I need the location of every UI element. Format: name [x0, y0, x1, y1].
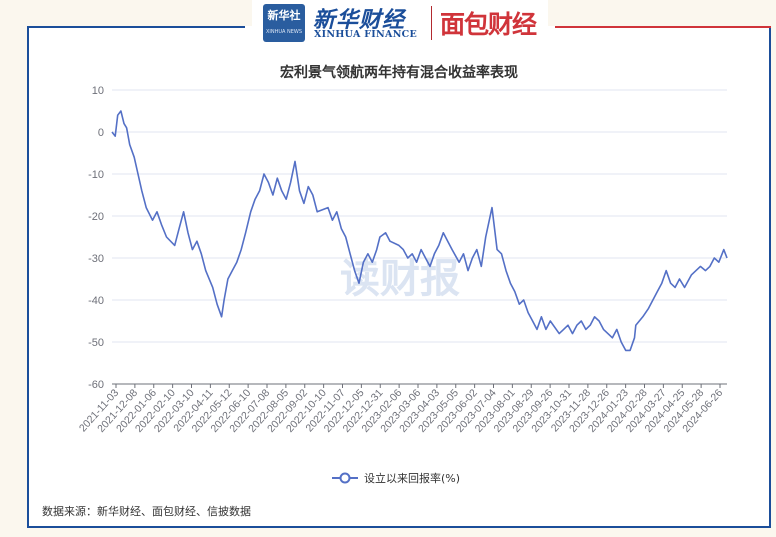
xinhua-seal-cn: 新华社 [267, 9, 301, 22]
xinhua-finance-logo-en: XINHUA FINANCE [314, 29, 418, 40]
chart-title: 宏利景气领航两年持有混合收益率表现 [280, 65, 518, 81]
y-axis-ticks: 10 0 -10 -20 -30 -40 -50 -60 [88, 85, 104, 391]
logo-divider [431, 6, 432, 40]
xinhua-seal-en: XINHUA NEWS [265, 29, 303, 35]
y-tick-label: -60 [88, 379, 104, 391]
legend[interactable]: 设立以来回报率(%) [332, 471, 460, 485]
xinhua-finance-logo-cn: 新华财经 [313, 7, 406, 33]
legend-label: 设立以来回报率(%) [364, 471, 460, 485]
y-tick-label: 0 [98, 127, 104, 139]
series-line-return [111, 110, 728, 352]
xinhua-news-logo: 新华社 XINHUA NEWS [263, 4, 305, 42]
x-axis-ticks: 2021-11-032021-12-082022-01-062022-02-10… [77, 384, 725, 435]
data-source-note: 数据来源：新华财经、面包财经、信披数据 [42, 505, 251, 518]
y-tick-label: -30 [88, 253, 104, 265]
frame-top-line-right [555, 26, 771, 28]
y-tick-label: -10 [88, 169, 104, 181]
mianbao-finance-logo: 面包财经 [440, 10, 537, 39]
legend-marker-icon [339, 472, 351, 484]
y-tick-label: -20 [88, 211, 104, 223]
y-tick-label: -40 [88, 295, 104, 307]
grid-lines [112, 89, 727, 385]
y-tick-label: 10 [92, 85, 104, 97]
chart-card [27, 26, 771, 528]
y-tick-label: -50 [88, 337, 104, 349]
frame-top-line-left [27, 26, 245, 28]
